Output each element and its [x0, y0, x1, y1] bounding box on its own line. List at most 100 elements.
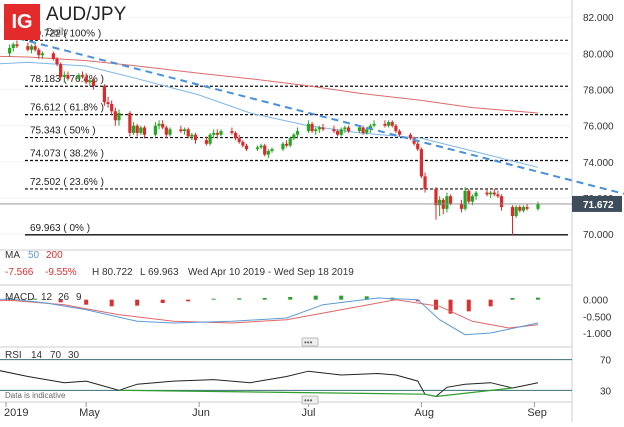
candle — [244, 143, 249, 151]
current-price-layer: 71.672 — [0, 195, 622, 212]
trendline-layer[interactable] — [5, 34, 624, 195]
candle — [445, 192, 449, 213]
macd-panel: 0.000 -0.500 -1.000 — [0, 295, 612, 340]
macd-histogram-bar — [313, 295, 318, 300]
macd-legend[interactable]: MACD 12 26 9 ••• — [5, 292, 319, 347]
fib-level-label: 76.612 ( 61.8% ) — [30, 103, 104, 114]
macd-tick-label: -1.000 — [583, 329, 612, 340]
grid-layer — [0, 16, 572, 235]
candle — [474, 190, 478, 200]
macd-signal-line — [0, 299, 539, 329]
macd-histogram-bar — [84, 299, 89, 305]
candle — [295, 127, 300, 139]
fibonacci-levels: 80.722 ( 100% ) 78.183 ( 76.4% ) 76.612 ( … — [25, 28, 568, 236]
symbol-title: AUD/JPY — [46, 4, 127, 25]
macd-tick-label: -0.500 — [583, 312, 612, 323]
time-axis: 2019 May Jun Jul Aug Sep — [4, 402, 547, 419]
stats-high: H 80.722 — [92, 267, 133, 278]
macd-histogram-bar — [488, 299, 493, 307]
candle — [470, 194, 475, 206]
price-tick-label: 74.000 — [583, 158, 614, 169]
candle — [292, 132, 296, 141]
candle — [485, 188, 489, 197]
candle — [190, 132, 194, 141]
macd-histogram-bar — [339, 295, 344, 300]
time-tick-label: Sep — [527, 407, 547, 419]
macd-legend-label: MACD — [5, 292, 34, 303]
candle — [212, 129, 216, 139]
time-tick-label: Aug — [414, 407, 434, 419]
candle — [492, 188, 496, 197]
candle — [346, 125, 351, 133]
candle — [128, 111, 132, 137]
macd-legend-signal: 9 — [76, 292, 82, 303]
macd-histogram-bar — [364, 296, 369, 300]
price-tick-label: 70.000 — [583, 230, 614, 241]
candle — [489, 190, 493, 198]
macd-histogram-bar — [58, 299, 63, 303]
ma-legend-period-200: 200 — [46, 250, 63, 261]
time-tick-label: Jul — [301, 407, 315, 419]
candle — [26, 42, 30, 52]
ma-legend[interactable]: MA 50 200 — [5, 250, 63, 261]
candle — [135, 123, 139, 137]
candle — [321, 123, 325, 132]
rsi-tick-label: 70 — [600, 356, 612, 367]
candle — [510, 205, 515, 235]
candle — [284, 140, 289, 148]
candle — [142, 125, 147, 139]
candle — [131, 122, 136, 135]
candle — [521, 205, 526, 213]
ig-logo: IG — [4, 4, 40, 40]
rsi-legend-label: RSI — [5, 350, 22, 361]
candle — [88, 78, 92, 86]
candle — [91, 78, 96, 90]
candle — [390, 120, 394, 128]
rsi-legend[interactable]: RSI 14 70 30 ••• — [5, 350, 319, 405]
candle — [8, 44, 12, 57]
candle — [241, 140, 245, 148]
macd-histogram-bar — [135, 299, 140, 306]
price-tick-label: 82.000 — [583, 13, 614, 24]
candle — [15, 40, 19, 48]
stats-change-pct: -9.55% — [45, 267, 77, 278]
collapse-icon[interactable]: ••• — [301, 337, 319, 347]
rsi-legend-upper: 70 — [50, 350, 62, 361]
macd-histogram-bar — [433, 299, 438, 310]
downtrend-line-extension — [541, 171, 624, 195]
downtrend-line[interactable] — [5, 34, 542, 174]
candle — [361, 125, 365, 135]
candle — [423, 172, 427, 193]
candle — [139, 125, 143, 135]
candle — [51, 51, 55, 61]
candle — [84, 73, 88, 85]
macd-histogram-bar — [536, 297, 540, 300]
stats-change: -7.566 — [5, 267, 34, 278]
candle — [387, 120, 391, 128]
candle — [110, 100, 114, 115]
candle — [518, 205, 522, 213]
time-tick-label: Jun — [192, 407, 210, 419]
candle — [204, 136, 209, 146]
candle — [186, 127, 190, 139]
collapse-icon[interactable]: ••• — [301, 395, 319, 405]
ma-legend-period-50: 50 — [28, 250, 40, 261]
candle — [306, 120, 311, 133]
time-tick-label: May — [79, 407, 100, 419]
macd-histogram-bar — [510, 298, 515, 300]
candle — [255, 145, 260, 151]
macd-legend-slow: 26 — [58, 292, 70, 303]
macd-histogram-bar — [160, 299, 165, 303]
rsi-oversold-segment — [118, 387, 513, 398]
candle — [496, 190, 500, 198]
candle — [66, 71, 70, 81]
data-disclaimer: Data is indicative — [5, 391, 66, 400]
candle — [412, 136, 416, 146]
candle — [117, 109, 121, 126]
candle — [77, 73, 81, 81]
fib-level-label: 75.343 ( 50% ) — [30, 126, 96, 137]
candle — [80, 71, 85, 79]
